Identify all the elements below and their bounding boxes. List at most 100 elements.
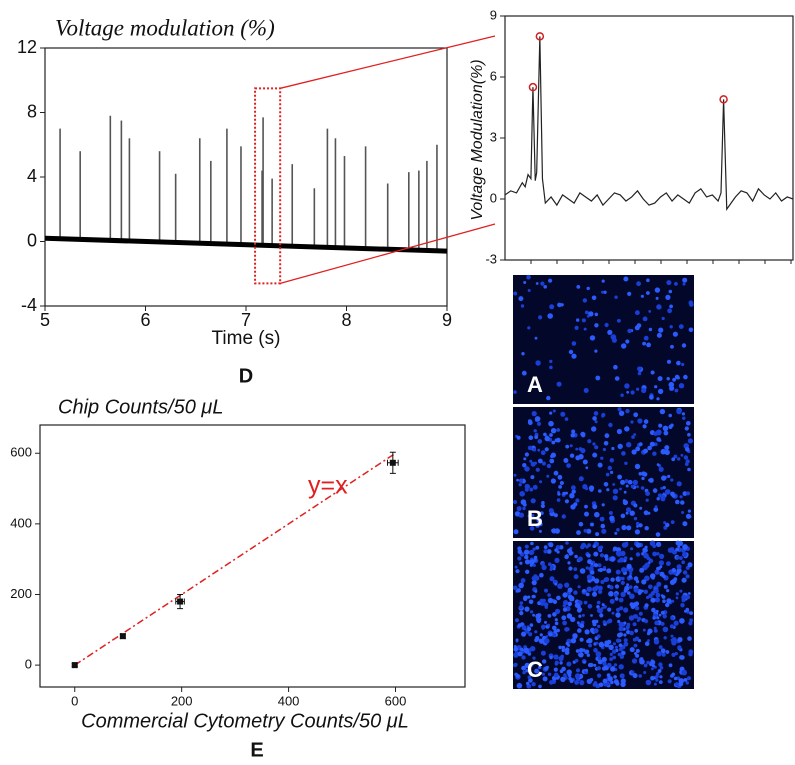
cell <box>592 544 597 548</box>
cell <box>579 637 584 642</box>
cell <box>643 589 648 594</box>
cell <box>570 638 577 644</box>
cell <box>626 583 630 587</box>
cell <box>513 500 517 504</box>
cell <box>654 588 659 594</box>
cell <box>519 561 523 565</box>
cell <box>586 314 590 318</box>
cell <box>547 614 552 618</box>
cell <box>592 591 597 597</box>
cell <box>548 562 552 566</box>
cell <box>653 626 657 630</box>
cell <box>573 567 578 571</box>
cell <box>685 574 690 579</box>
cell <box>620 681 626 688</box>
cell <box>686 491 690 496</box>
cell <box>557 492 561 496</box>
cell <box>668 289 673 294</box>
cell <box>656 304 662 310</box>
cell <box>597 462 603 468</box>
cell <box>661 316 665 321</box>
cell <box>628 585 633 589</box>
cell <box>664 489 671 495</box>
cell <box>557 474 563 480</box>
cell <box>578 454 584 460</box>
cell <box>689 611 693 615</box>
cell <box>610 577 615 582</box>
plot-frame <box>44 47 448 307</box>
cell <box>632 614 637 619</box>
cell <box>619 487 622 491</box>
cell <box>596 666 602 671</box>
cell <box>552 625 557 631</box>
cell <box>577 628 582 633</box>
cell <box>660 494 666 500</box>
cell <box>618 626 624 632</box>
cell <box>645 498 649 502</box>
cell <box>667 679 672 684</box>
cell <box>520 304 525 308</box>
cell <box>595 651 602 657</box>
cell <box>601 290 604 294</box>
cell <box>561 645 566 650</box>
cell <box>540 650 546 656</box>
cell <box>578 652 584 658</box>
cell <box>624 426 630 432</box>
cell <box>614 376 620 381</box>
cell <box>671 652 676 658</box>
cell <box>662 614 667 619</box>
cell <box>513 647 519 652</box>
cell <box>669 624 675 629</box>
x-tick-label: 400 <box>278 693 300 708</box>
cell <box>613 364 618 370</box>
cell <box>641 589 644 593</box>
cell <box>594 563 599 568</box>
cell <box>547 623 550 627</box>
cell <box>620 513 626 519</box>
cell <box>618 643 623 648</box>
plot-frame <box>504 15 794 261</box>
cell <box>570 504 576 510</box>
cell <box>607 607 612 612</box>
panel-label: B <box>527 506 543 531</box>
cell <box>686 421 691 426</box>
cell <box>629 602 634 607</box>
cell <box>667 308 672 314</box>
cell <box>518 483 522 487</box>
cell <box>596 600 601 605</box>
cell <box>623 638 628 643</box>
cell <box>580 431 586 437</box>
cell <box>650 659 654 663</box>
cell <box>599 545 604 550</box>
cell <box>631 449 637 455</box>
cell <box>678 324 684 329</box>
cell <box>612 488 619 494</box>
cell <box>635 542 641 548</box>
cell <box>568 595 575 602</box>
cell <box>541 501 545 505</box>
cell <box>548 420 554 427</box>
cell <box>585 668 588 672</box>
cell <box>679 495 683 499</box>
cell <box>563 600 569 606</box>
cell <box>620 550 626 557</box>
cell <box>619 654 625 659</box>
x-tick-label: 200 <box>171 693 193 708</box>
cell <box>617 619 621 624</box>
cell <box>597 659 603 665</box>
cell <box>583 600 588 605</box>
cell <box>521 655 526 660</box>
cell <box>601 279 605 283</box>
cell <box>573 574 579 580</box>
point <box>119 633 126 640</box>
cell <box>687 467 691 472</box>
cell <box>621 451 626 456</box>
cell <box>656 581 662 587</box>
cell <box>668 424 673 429</box>
cell <box>540 503 546 509</box>
cell <box>592 586 598 592</box>
cell <box>610 556 616 562</box>
cell <box>517 549 523 555</box>
cell <box>547 597 554 604</box>
cell <box>632 479 638 486</box>
